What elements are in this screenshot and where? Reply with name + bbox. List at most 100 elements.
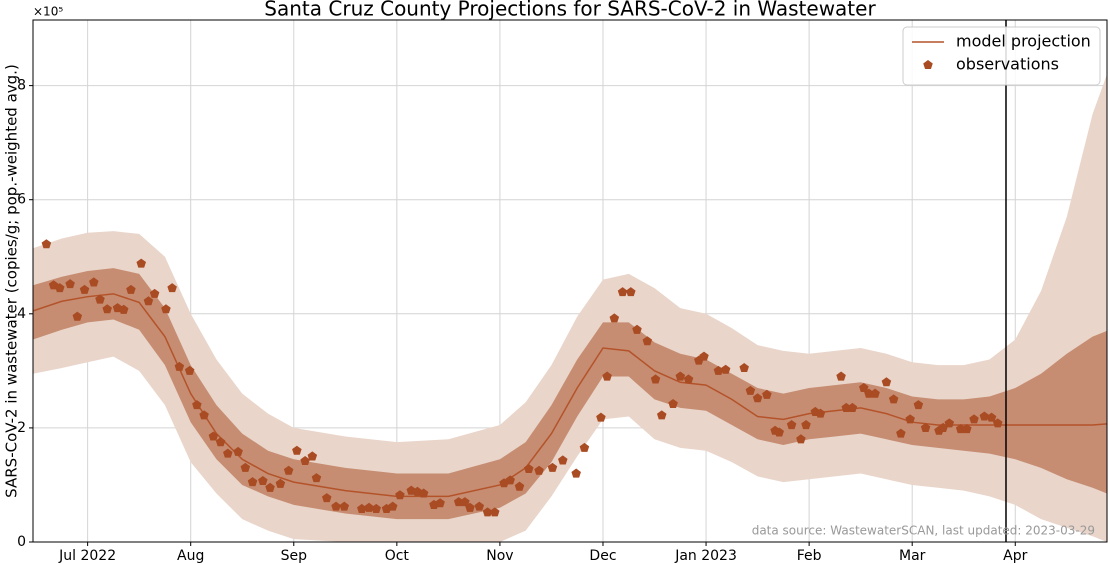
plot-frame bbox=[32, 19, 1108, 543]
observation-point bbox=[888, 394, 899, 404]
observation-point bbox=[762, 389, 772, 399]
observation-point bbox=[143, 296, 154, 306]
observation-point bbox=[534, 465, 544, 475]
observation-point bbox=[126, 284, 136, 294]
observation-point bbox=[720, 364, 731, 374]
uncertainty-band bbox=[33, 268, 1107, 520]
observation-point bbox=[311, 473, 322, 483]
observation-point bbox=[962, 424, 972, 434]
observation-point bbox=[841, 402, 851, 412]
observation-point bbox=[247, 477, 258, 487]
observation-point bbox=[465, 502, 475, 512]
observation-point bbox=[184, 365, 195, 375]
x-tick-label: Jan 2023 bbox=[674, 548, 737, 564]
observation-point bbox=[739, 363, 749, 373]
observation-point bbox=[524, 463, 534, 474]
x-tick-label: Aug bbox=[177, 548, 204, 564]
observation-point bbox=[339, 501, 350, 511]
observation-point bbox=[752, 393, 763, 403]
observation-point bbox=[786, 420, 797, 430]
observation-point bbox=[199, 410, 209, 420]
y-tick-label: 6 bbox=[17, 192, 26, 208]
observation-point bbox=[208, 431, 219, 441]
observation-point bbox=[460, 497, 470, 507]
observation-point bbox=[41, 239, 52, 249]
observation-point bbox=[547, 462, 558, 472]
observation-point bbox=[571, 468, 581, 478]
observation-point bbox=[174, 361, 185, 371]
observation-point bbox=[307, 451, 318, 461]
observation-point bbox=[896, 428, 906, 438]
legend: model projection observations bbox=[902, 26, 1101, 86]
observation-point bbox=[387, 501, 398, 511]
y-tick-label: 4 bbox=[17, 306, 26, 322]
observation-point bbox=[650, 374, 661, 384]
annotation: data source: WastewaterSCAN, last update… bbox=[752, 524, 1095, 538]
observation-point bbox=[283, 465, 294, 475]
observation-point bbox=[801, 420, 811, 430]
observation-point bbox=[579, 442, 590, 452]
observation-point bbox=[847, 402, 858, 412]
observation-point bbox=[167, 283, 177, 293]
observation-point bbox=[102, 304, 112, 314]
observation-point bbox=[617, 287, 628, 297]
observation-point bbox=[955, 424, 966, 434]
observation-point bbox=[505, 475, 515, 485]
observation-point bbox=[859, 382, 869, 393]
y-tick-label: 2 bbox=[17, 420, 26, 436]
y-offset-label: ×10⁵ bbox=[33, 5, 63, 19]
observation-point bbox=[815, 408, 826, 418]
observation-point bbox=[938, 422, 948, 432]
observation-point bbox=[258, 475, 268, 485]
x-tick-label: Apr bbox=[1003, 548, 1027, 564]
observation-point bbox=[558, 455, 568, 465]
x-tick-label: Mar bbox=[899, 548, 926, 564]
observation-point bbox=[72, 311, 83, 321]
observation-point bbox=[331, 501, 341, 511]
observation-point bbox=[79, 284, 90, 294]
observation-point bbox=[357, 503, 367, 513]
observation-point bbox=[969, 414, 979, 424]
observation-point bbox=[364, 502, 374, 512]
observation-point bbox=[699, 351, 709, 361]
observation-point bbox=[89, 277, 99, 287]
x-tick-label: Dec bbox=[589, 548, 616, 564]
observation-point bbox=[192, 400, 202, 410]
observation-point bbox=[474, 501, 485, 511]
observation-point bbox=[609, 313, 620, 323]
x-tick-label: Jul 2022 bbox=[58, 548, 116, 564]
observation-point bbox=[836, 371, 846, 381]
observation-point bbox=[905, 414, 915, 424]
observation-point bbox=[233, 446, 243, 456]
observation-point bbox=[796, 434, 806, 444]
observation-point bbox=[626, 287, 636, 297]
observation-point bbox=[656, 410, 667, 420]
x-tick-label: Oct bbox=[385, 548, 410, 564]
observation-point bbox=[774, 427, 784, 437]
observation-point bbox=[979, 411, 990, 421]
observation-point bbox=[136, 258, 146, 268]
observation-point bbox=[300, 455, 310, 466]
observation-point bbox=[713, 365, 724, 375]
observation-point bbox=[55, 283, 65, 293]
observation-point bbox=[118, 304, 129, 314]
observation-point bbox=[435, 498, 445, 508]
observation-point bbox=[265, 482, 275, 492]
observation-point bbox=[745, 385, 756, 395]
observation-point bbox=[65, 279, 75, 289]
observation-point bbox=[95, 294, 105, 304]
observation-point bbox=[986, 412, 997, 422]
observation-point bbox=[514, 481, 525, 491]
observation-point bbox=[642, 336, 653, 346]
observation-point bbox=[920, 422, 931, 432]
observation-point bbox=[992, 418, 1003, 428]
observation-point bbox=[596, 412, 606, 422]
observation-point bbox=[215, 437, 226, 447]
observation-point bbox=[418, 488, 429, 498]
y-axis-label: SARS-CoV-2 in wastewater (copies/g; pop.… bbox=[3, 64, 21, 498]
uncertainty-band bbox=[33, 74, 1107, 542]
observation-point bbox=[881, 377, 892, 387]
observation-point bbox=[668, 398, 678, 408]
observation-point bbox=[453, 497, 464, 507]
